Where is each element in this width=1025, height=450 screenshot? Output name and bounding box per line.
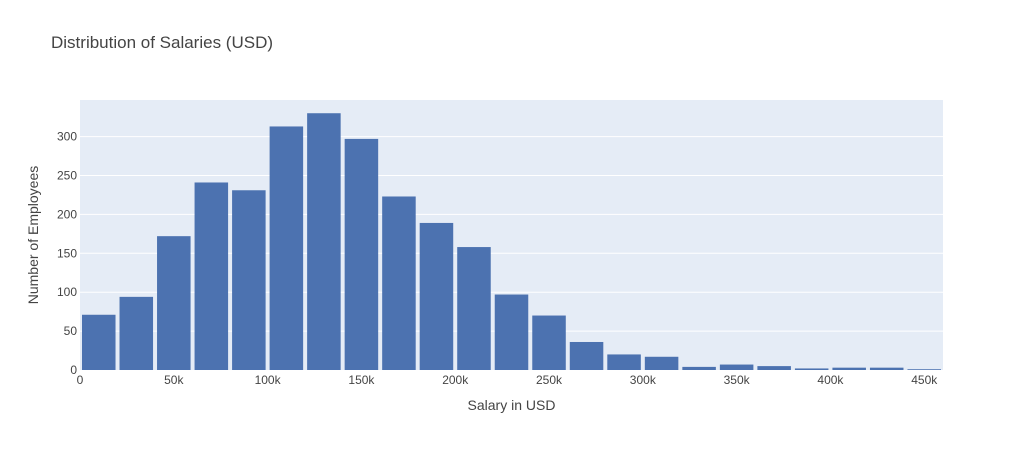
y-tick-label: 100 [57, 285, 77, 299]
y-tick-label: 250 [57, 168, 77, 182]
chart-title: Distribution of Salaries (USD) [51, 33, 274, 52]
histogram-bar [344, 138, 379, 370]
x-tick-label: 200k [442, 373, 469, 387]
histogram-bar [157, 236, 191, 370]
x-tick-label: 400k [817, 373, 844, 387]
histogram-bar [119, 296, 154, 370]
histogram-bar [419, 222, 454, 370]
histogram-bar [232, 190, 266, 370]
y-tick-label: 0 [70, 363, 77, 377]
x-tick-label: 450k [911, 373, 938, 387]
y-tick-label: 150 [57, 246, 77, 260]
x-tick-label: 150k [348, 373, 375, 387]
histogram-bar [682, 366, 716, 370]
y-axis-title: Number of Employees [25, 166, 41, 305]
y-tick-label: 300 [57, 130, 77, 144]
x-tick-label: 0 [77, 373, 84, 387]
histogram-bar [832, 367, 866, 370]
histogram-bar [719, 364, 754, 370]
histogram-bar [607, 354, 641, 370]
histogram-bar [269, 126, 304, 371]
histogram-bar [907, 369, 941, 370]
x-axis-ticks: 0 50k 100k 150k 200k 250k 300k 350k 400k 450k [77, 373, 939, 387]
histogram-bar [194, 182, 229, 370]
histogram-bar [457, 247, 491, 370]
x-tick-label: 350k [724, 373, 751, 387]
histogram-bar [382, 196, 416, 370]
histogram-bar [757, 366, 791, 370]
x-tick-label: 250k [536, 373, 563, 387]
bars [82, 113, 941, 371]
histogram-bar [82, 314, 116, 370]
y-axis-ticks: 0 50 100 150 200 250 300 [57, 130, 77, 377]
y-tick-label: 200 [57, 207, 77, 221]
histogram-bar [307, 113, 341, 371]
x-tick-label: 300k [630, 373, 657, 387]
histogram-bar [494, 294, 529, 370]
x-axis-title: Salary in USD [468, 397, 556, 413]
histogram-bar [794, 368, 829, 370]
y-tick-label: 50 [64, 324, 78, 338]
x-tick-label: 50k [164, 373, 184, 387]
histogram-bar [869, 367, 904, 370]
x-tick-label: 100k [255, 373, 282, 387]
histogram-bar [532, 315, 566, 370]
histogram-bar [569, 341, 604, 370]
histogram-bar [644, 356, 679, 370]
